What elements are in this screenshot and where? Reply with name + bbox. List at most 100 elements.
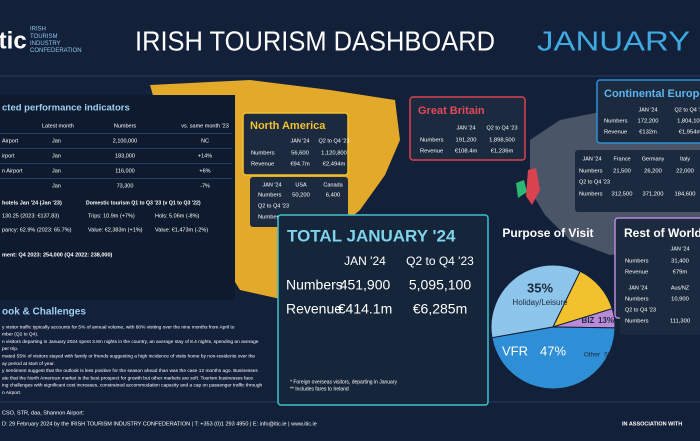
logo: itic (0, 27, 27, 54)
domestic-item: Value: €1,473m (-2%) (155, 227, 208, 233)
cell: Numbers (420, 138, 444, 144)
market-name: North America (250, 120, 326, 132)
cell: Jan (52, 138, 61, 144)
cell: Numbers (579, 192, 603, 198)
breakdown-box (575, 150, 700, 212)
cell: €79m (673, 270, 688, 276)
cell: NC (201, 138, 209, 144)
cell: Numbers (625, 297, 649, 303)
cell: 2,100,000 (113, 138, 137, 144)
total-box (277, 214, 489, 406)
market-name: Great Britain (418, 105, 485, 117)
cell: €6,285m (413, 301, 467, 317)
cell: 111,300 (670, 319, 690, 325)
pie-value-label: 13% (598, 316, 614, 325)
cell: 1,804,100 (677, 119, 700, 125)
cell: 451,900 (340, 277, 391, 293)
total-title: TOTAL JANUARY '24 (287, 226, 456, 245)
column-header: vs. same month '23 (181, 123, 229, 129)
column-header: Q2 to Q4 '23 (406, 254, 474, 268)
month: JANUARY 2024 (537, 25, 700, 56)
britain-map (526, 168, 540, 205)
footnote: * Foreign overseas visitors, departing i… (290, 379, 397, 385)
cell: 116,000 (115, 168, 134, 174)
hotels-rate: 130.25 (2023: €137.83) (2, 213, 59, 219)
indicators-panel (0, 95, 235, 300)
employment: ment: Q4 2023: 254,000 (Q4 2022: 238,000… (2, 252, 113, 258)
cell: -7% (200, 183, 210, 189)
cell: €2,494m (323, 162, 346, 168)
cell: €1,954m (679, 130, 700, 136)
hotels-title: hotels Jan '24 (Jan '23) (2, 200, 62, 206)
cell: Revenue (625, 270, 648, 276)
org-name: IRISH (30, 27, 46, 33)
period: Q2 to Q4 '23 (258, 203, 289, 209)
column-header: JAN '24 (582, 156, 601, 162)
domestic-item: Trips: 10.9m (+7%) (88, 213, 135, 219)
column-header: JAN '24 (638, 107, 657, 113)
market-name: Rest of World (624, 226, 700, 240)
cell: Numbers (258, 193, 282, 199)
cell: 312,500 (612, 192, 633, 198)
cell: 10,900 (671, 297, 689, 303)
cell: Jan (52, 153, 61, 159)
column-header: Q2 to Q4 '23 (486, 125, 517, 131)
partner: IN ASSOCIATION WITH (622, 421, 682, 427)
cell: 183,000 (115, 153, 135, 159)
column-header: Numbers (114, 123, 137, 129)
column-header: Canada (323, 182, 343, 188)
source: CSO, STR, daa, Shannon Airport: (2, 410, 85, 416)
content: iticIRISHTOURISMINDUSTRYCONFEDERATION IRI… (0, 25, 700, 427)
column-header: Italy (680, 156, 690, 162)
cell: Jan (52, 168, 61, 174)
pie-title: Purpose of Visit (502, 226, 593, 240)
cell: Numbers (258, 215, 282, 221)
outlook-line: ay period at start of year. (2, 361, 55, 367)
cell: Revenue (420, 149, 443, 155)
outlook-line: n visitors departing in January 2024 spe… (2, 339, 259, 345)
org-name: CONFEDERATION (30, 48, 82, 54)
cell: €94.7m (290, 162, 310, 168)
column-header: France (613, 156, 630, 162)
market-name: Continental Europe (604, 88, 700, 100)
pie-value-label: 5% (604, 352, 614, 359)
outlook-line: ate that the North American market is th… (2, 375, 253, 381)
cell: 191,200 (456, 138, 477, 144)
cell: Numbers (579, 169, 603, 175)
cell: 50,200 (292, 193, 310, 199)
section-title: ook & Challenges (2, 307, 86, 318)
cell: 184,600 (675, 192, 696, 198)
pie-category: Holiday/Leisure (512, 298, 568, 307)
cell: Numbers (625, 319, 649, 325)
cell: Revenue (251, 162, 274, 168)
pie-category: Other (584, 352, 601, 359)
pie-value-label: 47% (540, 343, 566, 358)
cell: 1,898,500 (489, 138, 515, 144)
panel-title: cted performance indicators (2, 103, 130, 114)
period: Q2 to Q4 '23 (625, 307, 656, 313)
pie-category: BIZ (582, 316, 595, 325)
ireland-map (516, 180, 527, 198)
cell: 21,500 (613, 169, 631, 175)
cell: 172,200 (638, 119, 659, 125)
column-header: USA (295, 182, 307, 188)
period: Q2 to Q4 '23 (579, 179, 610, 185)
outlook-line: mber (Q2 to Q4). (2, 332, 38, 338)
column-header: JAN '24 (344, 254, 386, 268)
column-header: JAN '24 (628, 285, 647, 291)
pie-value-label: 35% (527, 280, 553, 295)
column-header: JAN '24 (456, 125, 475, 131)
cell: €132m (639, 130, 657, 136)
cell: €108.4m (455, 149, 478, 155)
cell: Revenue (286, 301, 342, 317)
cell: 6,400 (326, 193, 341, 199)
cell: €1,236m (491, 149, 514, 155)
outlook-line: y visitor traffic typically accounts for… (2, 324, 235, 330)
cell: €414.1m (338, 301, 392, 317)
org-name: TOURISM (30, 34, 58, 40)
cell: 73,300 (117, 183, 134, 189)
cell: Numbers (251, 151, 275, 157)
title: IRISH TOURISM DASHBOARD (135, 25, 495, 56)
cell: 26,200 (644, 169, 662, 175)
